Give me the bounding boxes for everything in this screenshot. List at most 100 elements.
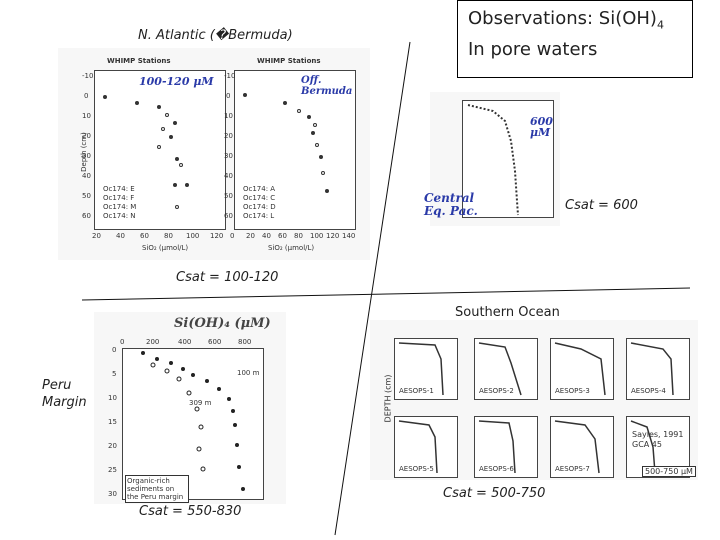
central-eq-pac-note-bottom-1: Central bbox=[424, 191, 475, 205]
whimp-right-title: WHIMP Stations bbox=[257, 57, 321, 65]
so-station: AESOPS-6 bbox=[479, 465, 514, 473]
left-xtick: 100 bbox=[186, 232, 200, 240]
peru-heading-2: Margin bbox=[42, 395, 87, 410]
observations-line1: Observations: Si(OH)4 bbox=[468, 7, 692, 38]
observations-line2: In pore waters bbox=[468, 38, 598, 60]
left-ytick: -10 bbox=[82, 72, 94, 80]
right-ytick: 10 bbox=[224, 112, 233, 120]
right-xtick: 40 bbox=[262, 232, 271, 240]
peru-figure: Si(OH)₄ (μM) 100 m 309 m Organic-rich se… bbox=[94, 312, 286, 504]
whimp-left-title: WHIMP Stations bbox=[107, 57, 171, 65]
legend-right-4: Oc174: L bbox=[243, 212, 275, 220]
left-ytick: 20 bbox=[82, 132, 91, 140]
right-handwritten-note: Off. Bermuda bbox=[301, 75, 353, 97]
legend-right-3: Oc174: D bbox=[243, 203, 276, 211]
so-panel-6: AESOPS-6 bbox=[474, 416, 538, 478]
left-xlabel: SiO₂ (μmol/L) bbox=[142, 244, 189, 252]
observations-text: Observations: Si(OH) bbox=[468, 8, 657, 29]
observations-title-box: Observations: Si(OH)4 In pore waters bbox=[457, 0, 693, 78]
so-scale-note: 500-750 μM bbox=[642, 466, 696, 477]
southern-ocean-figure: DEPTH (cm) AESOPS-1 AESOPS-2 AESOPS-3 AE… bbox=[370, 320, 698, 480]
right-xtick: 100 bbox=[310, 232, 324, 240]
left-ytick: 50 bbox=[82, 192, 91, 200]
so-panel-1: AESOPS-1 bbox=[394, 338, 458, 400]
legend-left-3: Oc174: M bbox=[103, 203, 137, 211]
so-panel-5: AESOPS-5 bbox=[394, 416, 458, 478]
legend-right-1: Oc174: A bbox=[243, 185, 276, 193]
legend-left-2: Oc174: F bbox=[103, 194, 135, 202]
right-ytick: 50 bbox=[224, 192, 233, 200]
so-credit: Sayles, 1991 GCA 45 bbox=[632, 430, 684, 449]
peru-xtick: 600 bbox=[208, 338, 222, 346]
right-xlabel: SiO₂ (μmol/L) bbox=[268, 244, 315, 252]
peru-ytick: 15 bbox=[108, 418, 117, 426]
so-station: AESOPS-7 bbox=[555, 465, 590, 473]
north-atlantic-heading: N. Atlantic (�Bermuda) bbox=[138, 28, 293, 43]
right-ytick: 20 bbox=[224, 132, 233, 140]
peru-xtick: 0 bbox=[120, 338, 125, 346]
peru-top-label: Si(OH)₄ (μM) bbox=[174, 316, 271, 331]
left-ytick: 30 bbox=[82, 152, 91, 160]
southern-ocean-ylabel: DEPTH (cm) bbox=[383, 374, 393, 423]
so-station: AESOPS-4 bbox=[631, 387, 666, 395]
left-ytick: 0 bbox=[84, 92, 89, 100]
left-xtick: 20 bbox=[92, 232, 101, 240]
right-ytick: 30 bbox=[224, 152, 233, 160]
so-station: AESOPS-5 bbox=[399, 465, 434, 473]
legend-right-2: Oc174: C bbox=[243, 194, 276, 202]
right-xtick: 120 bbox=[326, 232, 340, 240]
right-xtick: 60 bbox=[278, 232, 287, 240]
right-ytick: 60 bbox=[224, 212, 233, 220]
peru-station-a: 100 m bbox=[237, 369, 260, 377]
peru-ytick: 25 bbox=[108, 466, 117, 474]
right-ytick: 0 bbox=[226, 92, 231, 100]
left-xtick: 120 bbox=[210, 232, 224, 240]
left-handwritten-note: 100-120 μM bbox=[139, 75, 214, 88]
central-eq-pac-note-top: 600 μM bbox=[530, 115, 553, 139]
so-panel-7: AESOPS-7 bbox=[550, 416, 614, 478]
so-panel-2: AESOPS-2 bbox=[474, 338, 538, 400]
whimp-right-plot: WHIMP Stations Off. Bermuda Oc174: A Oc1… bbox=[234, 57, 356, 230]
left-xtick: 60 bbox=[140, 232, 149, 240]
legend-left-4: Oc174: N bbox=[103, 212, 136, 220]
right-xtick: 20 bbox=[246, 232, 255, 240]
left-ytick: 40 bbox=[82, 172, 91, 180]
north-atlantic-csat: Csat = 100-120 bbox=[176, 270, 279, 285]
right-xtick: 0 bbox=[230, 232, 235, 240]
peru-ytick: 5 bbox=[112, 370, 117, 378]
left-xtick: 40 bbox=[116, 232, 125, 240]
north-atlantic-figure: WHIMP Stations 100-120 μM Oc174: E Oc174… bbox=[58, 48, 370, 260]
central-eq-pac-note-bottom-2: Eq. Pac. bbox=[424, 204, 478, 218]
legend-left-1: Oc174: E bbox=[103, 185, 135, 193]
peru-ytick: 20 bbox=[108, 442, 117, 450]
so-station: AESOPS-3 bbox=[555, 387, 590, 395]
left-ytick: 60 bbox=[82, 212, 91, 220]
peru-csat: Csat = 550-830 bbox=[139, 504, 242, 519]
right-xtick: 140 bbox=[342, 232, 356, 240]
observations-subscript: 4 bbox=[656, 18, 664, 32]
left-ytick: 10 bbox=[82, 112, 91, 120]
peru-xtick: 200 bbox=[146, 338, 160, 346]
left-xtick: 80 bbox=[164, 232, 173, 240]
peru-station-b: 309 m bbox=[189, 399, 212, 407]
southern-ocean-csat: Csat = 500-750 bbox=[443, 486, 546, 501]
peru-plot: 100 m 309 m Organic-rich sediments on th… bbox=[122, 348, 264, 503]
central-eq-pac-figure: 600 μM Central Eq. Pac. bbox=[424, 92, 560, 226]
peru-ytick: 0 bbox=[112, 346, 117, 354]
peru-xtick: 800 bbox=[238, 338, 252, 346]
peru-box-note: Organic-rich sediments on the Peru margi… bbox=[125, 475, 189, 503]
peru-ytick: 10 bbox=[108, 394, 117, 402]
right-ytick: 40 bbox=[224, 172, 233, 180]
central-eq-pac-plot bbox=[462, 100, 554, 218]
right-xtick: 80 bbox=[294, 232, 303, 240]
right-ytick: -10 bbox=[224, 72, 236, 80]
left-ylabel: Depth (cm) bbox=[79, 132, 88, 172]
central-eq-pac-csat: Csat = 600 bbox=[565, 198, 638, 213]
peru-heading-1: Peru bbox=[42, 378, 72, 393]
so-station: AESOPS-1 bbox=[399, 387, 434, 395]
southern-ocean-heading: Southern Ocean bbox=[455, 305, 560, 320]
whimp-left-plot: WHIMP Stations 100-120 μM Oc174: E Oc174… bbox=[94, 57, 226, 230]
so-panel-3: AESOPS-3 bbox=[550, 338, 614, 400]
so-panel-4: AESOPS-4 bbox=[626, 338, 690, 400]
